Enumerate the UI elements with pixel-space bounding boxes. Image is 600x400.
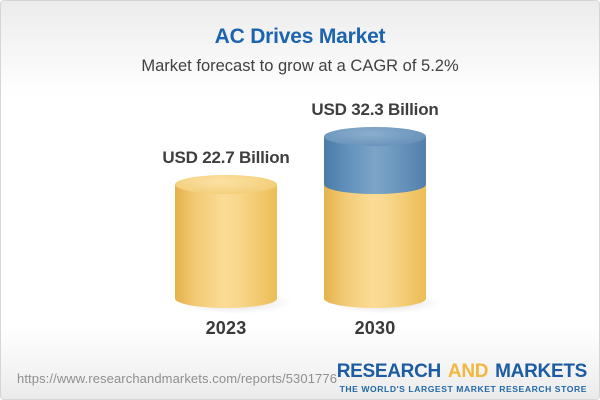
- bar-2023-segment-base: [175, 184, 277, 308]
- bar-2023-top-face: [175, 175, 277, 194]
- bar-2030-segment-growth: [324, 136, 426, 194]
- logo-word-research: RESEARCH: [336, 361, 442, 382]
- researchandmarkets-logo: RESEARCH AND MARKETS THE WORLD'S LARGEST…: [336, 361, 588, 394]
- bar-2030: USD 32.3 Billion 2030: [311, 1, 444, 399]
- bar-2023-value-label: USD 22.7 Billion: [162, 148, 290, 167]
- logo-tagline: THE WORLD'S LARGEST MARKET RESEARCH STOR…: [339, 384, 587, 394]
- logo-word-and: AND: [447, 361, 489, 382]
- chart-subtitle: Market forecast to grow at a CAGR of 5.2…: [141, 57, 459, 75]
- logo-word-markets: MARKETS: [495, 361, 587, 382]
- bar-2030-segment-base: [324, 184, 426, 308]
- chart-title: AC Drives Market: [214, 25, 386, 48]
- bar-2030-value-label: USD 32.3 Billion: [311, 100, 439, 119]
- logo-wordmark: RESEARCH AND MARKETS: [336, 361, 588, 383]
- bar-2030-category-label: 2030: [354, 318, 396, 338]
- source-url: https://www.researchandmarkets.com/repor…: [17, 371, 338, 386]
- bar-2023-category-label: 2023: [205, 318, 247, 338]
- bar-2023: USD 22.7 Billion 2023: [162, 1, 295, 399]
- bar-2030-top-face: [324, 127, 426, 146]
